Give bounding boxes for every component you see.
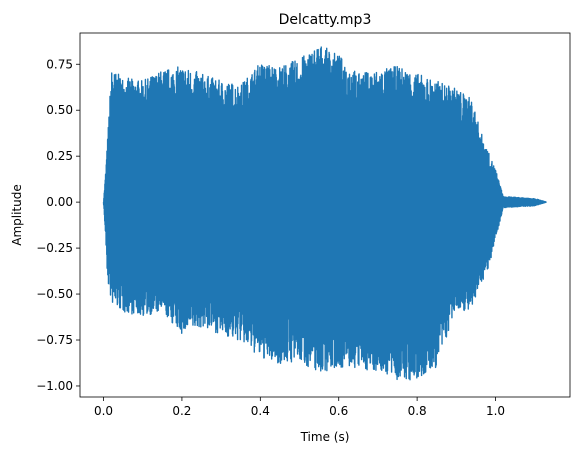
y-tick-label: −1.00 [36,379,73,393]
waveform-line [102,46,548,381]
y-tick-label: −0.50 [36,287,73,301]
x-axis-label: Time (s) [300,430,350,444]
x-tick-label: 1.0 [486,404,505,418]
y-tick-label: 0.00 [46,195,73,209]
waveform-series [102,46,548,381]
x-tick-label: 0.4 [251,404,270,418]
y-tick-label: 0.25 [46,149,73,163]
y-tick-label: −0.25 [36,241,73,255]
y-tick-label: 0.50 [46,103,73,117]
x-tick-label: 0.6 [329,404,348,418]
y-axis-ticks: −1.00 −0.75 −0.50 −0.25 0.00 0.25 0.50 0.75 [36,57,80,393]
chart-title: Delcatty.mp3 [279,12,372,28]
y-tick-label: −0.75 [36,333,73,347]
x-tick-label: 0.8 [408,404,427,418]
y-tick-label: 0.75 [46,57,73,71]
x-tick-label: 0.2 [172,404,191,418]
plot-frame [79,32,571,398]
y-axis-label: Amplitude [10,184,24,246]
x-axis-ticks: 0.0 0.2 0.4 0.6 0.8 1.0 [94,397,505,418]
x-tick-label: 0.0 [94,404,113,418]
